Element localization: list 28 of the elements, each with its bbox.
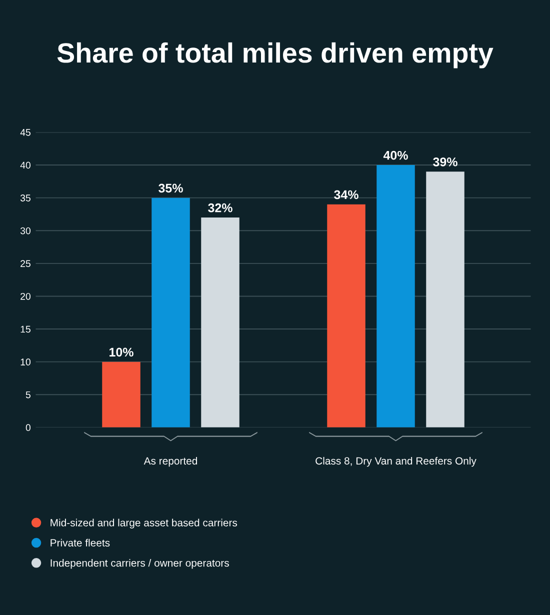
- bar: [201, 218, 240, 428]
- y-tick-label: 10: [20, 358, 31, 366]
- y-tick-label: 45: [20, 129, 30, 136]
- bar: [376, 165, 415, 428]
- y-tick-label: 25: [20, 260, 30, 268]
- y-tick-label: 5: [26, 391, 30, 398]
- y-tick-label: 30: [20, 227, 31, 234]
- bar: [152, 198, 190, 428]
- legend-label: Independent carriers / owner operators: [50, 559, 229, 569]
- y-tick-label: 0: [26, 424, 31, 432]
- legend-label: Mid-sized and large asset based carriers: [50, 518, 238, 528]
- y-tick-label: 40: [20, 162, 31, 169]
- data-label: 10%: [110, 348, 134, 357]
- x-tick-label: Class 8, Dry Van and Reefers Only: [316, 456, 476, 467]
- x-tick-label: As reported: [144, 456, 198, 467]
- data-label: 40%: [383, 150, 408, 160]
- bar: [102, 362, 140, 428]
- data-label: 35%: [158, 184, 183, 193]
- bar: [327, 204, 366, 428]
- y-tick-label: 35: [20, 194, 30, 202]
- data-label: 39%: [433, 157, 458, 166]
- data-label: 34%: [334, 190, 358, 200]
- data-label: 32%: [208, 203, 232, 212]
- y-tick-label: 15: [20, 326, 30, 333]
- legend-label: Private fleets: [50, 538, 110, 547]
- bar: [426, 172, 464, 428]
- y-tick-label: 20: [20, 292, 31, 300]
- chart-title: Share of total miles driven empty: [57, 42, 494, 68]
